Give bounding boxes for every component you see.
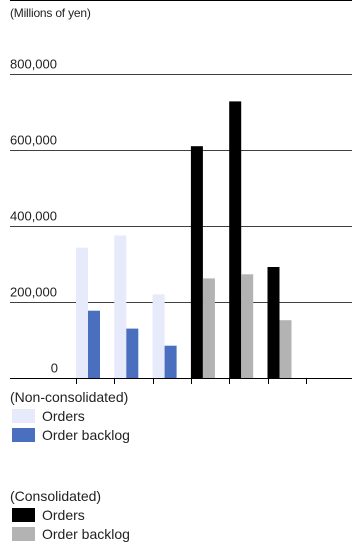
bar-nc-orders-2: [152, 294, 165, 378]
bar-nc-backlog-2: [164, 345, 177, 378]
y-tick-label-3: 600,000: [10, 133, 57, 148]
legend-entry-c-backlog: Order backlog: [10, 524, 130, 543]
bar-c-backlog-5: [279, 320, 292, 378]
legend-swatch-nc-orders: [12, 408, 35, 423]
legend-label-c-orders: Orders: [42, 506, 85, 523]
bar-c-orders-5: [267, 267, 280, 378]
bar-nc-backlog-1: [126, 328, 139, 378]
legend-swatch-nc-backlog: [12, 427, 35, 442]
legend-entry-nc-backlog: Order backlog: [10, 425, 130, 444]
y-tick-label-2: 400,000: [10, 209, 57, 224]
legend-label-nc-backlog: Order backlog: [42, 426, 130, 443]
legend-non-consolidated: (Non-consolidated) Orders Order backlog: [10, 388, 130, 444]
legend-consolidated: (Consolidated) Orders Order backlog: [10, 487, 130, 543]
legend-entry-nc-orders: Orders: [10, 406, 130, 425]
bar-nc-orders-0: [76, 247, 88, 378]
legend-swatch-c-orders: [12, 507, 35, 522]
legend-label-nc-orders: Orders: [42, 407, 85, 424]
bar-nc-backlog-0: [88, 310, 100, 378]
bar-nc-orders-1: [114, 235, 127, 378]
legend-group-title-non-consolidated: (Non-consolidated): [10, 389, 129, 405]
legend-group-title-consolidated: (Consolidated): [10, 488, 102, 504]
bar-chart: 0200,000400,000600,000800,000'97'98'99'0…: [10, 0, 352, 384]
bar-c-orders-4: [229, 101, 242, 379]
bar-c-orders-3: [190, 146, 203, 378]
bar-c-backlog-3: [202, 278, 215, 378]
y-tick-label-0: 0: [51, 361, 58, 376]
legend-label-c-backlog: Order backlog: [42, 525, 130, 542]
y-tick-label-1: 200,000: [10, 285, 57, 300]
legend-swatch-c-backlog: [12, 526, 35, 541]
unit-label: (Millions of yen): [10, 6, 91, 20]
legend-entry-c-orders: Orders: [10, 505, 130, 524]
bar-c-backlog-4: [241, 274, 254, 378]
y-tick-label-4: 800,000: [10, 57, 57, 72]
